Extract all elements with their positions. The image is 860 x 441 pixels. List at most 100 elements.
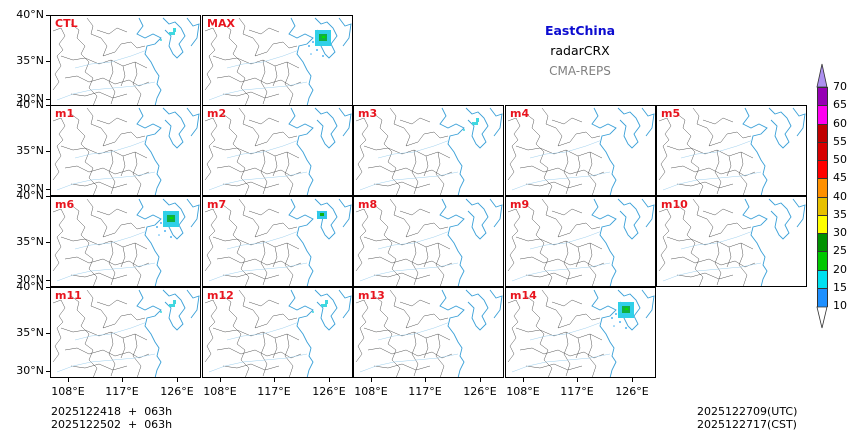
model-title: CMA-REPS <box>549 64 611 78</box>
lat-tick-label: 40°N <box>16 189 44 202</box>
lon-tick-label: 117°E <box>408 385 442 398</box>
colorbar-tick-label: 60 <box>833 116 847 130</box>
lon-tick-label: 126°E <box>312 385 346 398</box>
colorbar-segment <box>817 251 828 271</box>
colorbar-tick-label: 25 <box>833 244 847 258</box>
lat-tick-mark <box>46 105 50 106</box>
lon-tick-mark <box>274 378 275 382</box>
lat-tick-mark <box>46 15 50 16</box>
map-panel-m14: m14 <box>505 287 656 378</box>
map-panel-m11: m11 <box>50 287 201 378</box>
lon-tick-label: 108°E <box>203 385 237 398</box>
lon-tick-mark <box>480 378 481 382</box>
colorbar-segment <box>817 160 828 180</box>
panel-label: m11 <box>55 289 82 302</box>
map-panel-m2: m2 <box>202 105 353 196</box>
lon-tick-mark <box>425 378 426 382</box>
lat-tick-label: 35°N <box>16 54 44 67</box>
map-panel-m6: m6 <box>50 196 201 287</box>
lat-tick-mark <box>46 61 50 62</box>
lon-tick-mark <box>177 378 178 382</box>
lat-tick-mark <box>46 196 50 197</box>
lat-tick-mark <box>46 99 50 100</box>
map-panel-m10: m10 <box>656 196 807 287</box>
lat-tick-label: 30°N <box>16 182 44 195</box>
lat-tick-label: 40°N <box>16 98 44 111</box>
panel-label: m14 <box>510 289 537 302</box>
lon-tick-mark <box>329 378 330 382</box>
colorbar-segment <box>817 269 828 289</box>
map-panel-m13: m13 <box>353 287 504 378</box>
panel-label: m9 <box>510 198 530 211</box>
panel-label: m7 <box>207 198 227 211</box>
map-panel-m3: m3 <box>353 105 504 196</box>
map-panel-m7: m7 <box>202 196 353 287</box>
colorbar-segment <box>817 123 828 143</box>
map-panel-m12: m12 <box>202 287 353 378</box>
map-panel-m5: m5 <box>656 105 807 196</box>
lat-tick-mark <box>46 371 50 372</box>
lat-tick-mark <box>46 287 50 288</box>
map-panel-ctl: CTL <box>50 15 201 106</box>
lat-tick-label: 30°N <box>16 273 44 286</box>
colorbar-segment <box>817 287 828 307</box>
colorbar-tick-label: 10 <box>833 299 847 312</box>
lat-tick-label: 35°N <box>16 144 44 157</box>
colorbar-max-extend <box>816 63 828 88</box>
init-time-line2: 2025122502 + 063h <box>51 418 173 431</box>
colorbar-segment <box>817 178 828 198</box>
lon-tick-label: 117°E <box>257 385 291 398</box>
colorbar-tick-label: 20 <box>833 262 847 276</box>
lon-tick-label: 108°E <box>51 385 85 398</box>
map-panel-m9: m9 <box>505 196 656 287</box>
colorbar-tick-label: 65 <box>833 98 847 112</box>
lon-tick-label: 117°E <box>560 385 594 398</box>
colorbar-segment <box>817 214 828 234</box>
panel-label: m6 <box>55 198 75 211</box>
panel-label: MAX <box>207 17 235 30</box>
panel-label: m5 <box>661 107 681 120</box>
valid-time-utc: 2025122709(UTC) <box>697 405 798 418</box>
colorbar-min-extend <box>816 306 828 329</box>
colorbar-segment <box>817 196 828 216</box>
panel-label: m8 <box>358 198 378 211</box>
lon-tick-label: 126°E <box>615 385 649 398</box>
panel-label: m10 <box>661 198 688 211</box>
variable-title: radarCRX <box>550 43 610 58</box>
colorbar-tick-label: 50 <box>833 153 847 166</box>
map-panel-m4: m4 <box>505 105 656 196</box>
map-panel-max: MAX <box>202 15 353 106</box>
lon-tick-mark <box>220 378 221 382</box>
colorbar-tick-label: 40 <box>833 189 847 203</box>
colorbar-tick-label: 55 <box>833 134 847 148</box>
lon-tick-mark <box>68 378 69 382</box>
panel-label: m3 <box>358 107 378 120</box>
colorbar-segment <box>817 233 828 253</box>
init-time-line1: 2025122418 + 063h <box>51 405 173 418</box>
lon-tick-mark <box>523 378 524 382</box>
panel-label: CTL <box>55 17 78 30</box>
panel-label: m4 <box>510 107 530 120</box>
colorbar-tick-label: 35 <box>833 207 847 221</box>
lon-tick-mark <box>577 378 578 382</box>
lat-tick-label: 35°N <box>16 235 44 248</box>
lat-tick-mark <box>46 151 50 152</box>
colorbar-segment <box>817 87 828 107</box>
lat-tick-label: 30°N <box>16 364 44 377</box>
colorbar-tick-label: 70 <box>833 80 847 93</box>
lat-tick-mark <box>46 189 50 190</box>
panel-label: m12 <box>207 289 234 302</box>
colorbar-segment <box>817 105 828 125</box>
region-title: EastChina <box>544 23 616 38</box>
panel-label: m1 <box>55 107 75 120</box>
colorbar-tick-label: 30 <box>833 226 847 239</box>
lat-tick-mark <box>46 333 50 334</box>
lon-tick-mark <box>371 378 372 382</box>
lat-tick-label: 40°N <box>16 8 44 21</box>
map-panel-m1: m1 <box>50 105 201 196</box>
lon-tick-mark <box>632 378 633 382</box>
lat-tick-mark <box>46 242 50 243</box>
valid-time-cst: 2025122717(CST) <box>697 418 797 431</box>
lon-tick-label: 108°E <box>354 385 388 398</box>
lat-tick-mark <box>46 280 50 281</box>
